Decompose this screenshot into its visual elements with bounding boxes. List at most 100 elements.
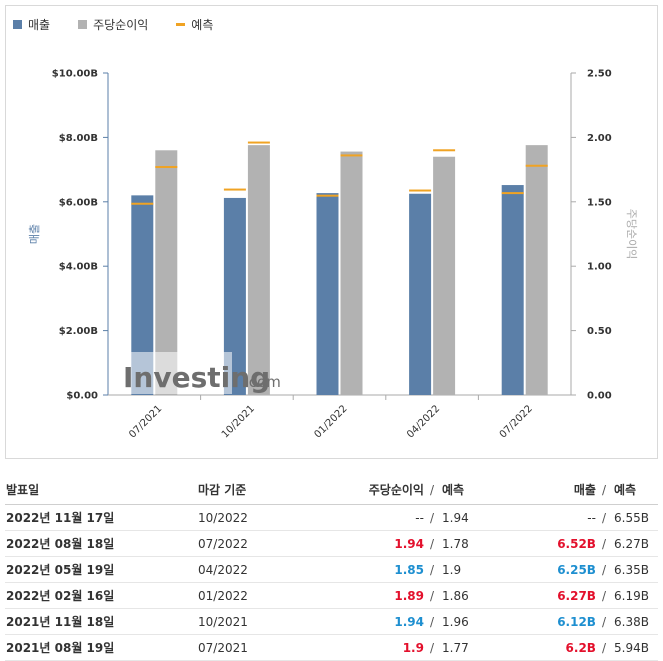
legend-label-forecast: 예측 — [191, 17, 214, 32]
table-body: 2022년 11월 17일 10/2022 --/1.94 --/6.55B 2022년… — [5, 504, 658, 661]
legend-label-eps: 주당순이익 — [93, 17, 149, 32]
revenue-swatch-icon — [13, 19, 22, 29]
right-axis-title: 주당순이익 — [625, 209, 638, 260]
row-eps-sep: / — [429, 588, 434, 603]
row-eps-forecast: 1.9 — [441, 556, 493, 583]
row-revenue-sep: / — [601, 614, 606, 629]
left-tick-label: $8.00B — [59, 133, 98, 144]
investing-watermark: Investing.com — [123, 352, 281, 394]
revenue-forecast-mark — [223, 188, 246, 191]
row-eps-forecast: 1.78 — [441, 530, 493, 557]
row-revenue-cell: 6.25B / — [493, 556, 613, 583]
eps-forecast-mark — [433, 149, 456, 152]
revenue-bar — [223, 197, 246, 395]
row-eps-cell: 1.85 / — [319, 556, 441, 583]
watermark-backdrop — [124, 352, 232, 394]
left-tick-label: $4.00B — [59, 262, 98, 273]
earnings-chart-panel: 매출 주당순이익 예측 $0.00 $2.00B $4.00B $6.00B $8.00… — [5, 5, 658, 459]
header-period[interactable]: 마감 기준 — [197, 474, 319, 505]
row-eps-sep: / — [429, 614, 434, 629]
row-revenue-forecast: 6.35B — [613, 556, 658, 583]
row-eps-forecast: 1.96 — [441, 608, 493, 635]
row-revenue-cell: 6.12B / — [493, 608, 613, 635]
row-period: 10/2021 — [197, 608, 319, 635]
table-row: 2022년 11월 17일 10/2022 -- / 1.94 -- / 6.55B — [5, 504, 658, 531]
revenue-bar — [501, 185, 524, 395]
row-revenue-forecast: 6.55B — [613, 504, 658, 531]
watermark-brand: Investing — [123, 361, 270, 394]
legend-item-forecast[interactable]: 예측 — [176, 16, 213, 33]
x-tick-label: 07/2022 — [498, 403, 535, 440]
row-period: 01/2022 — [197, 582, 319, 609]
row-revenue-actual: 6.25B — [557, 562, 596, 577]
revenue-forecast-mark — [316, 194, 339, 197]
row-revenue-actual: 6.12B — [557, 614, 596, 629]
row-date: 2022년 08월 18일 — [5, 530, 197, 557]
legend-item-revenue[interactable]: 매출 — [13, 16, 50, 33]
eps-bar — [247, 145, 270, 395]
eps-forecast-mark — [525, 164, 548, 167]
row-period: 07/2022 — [197, 530, 319, 557]
header-eps-sep: / — [429, 482, 434, 497]
left-tick-label: $6.00B — [59, 197, 98, 208]
revenue-bar — [409, 193, 432, 395]
row-revenue-actual: -- — [587, 510, 596, 525]
right-tick-label: 2.50 — [587, 69, 612, 80]
row-eps-actual: 1.94 — [394, 536, 424, 551]
left-tick-label: $0.00 — [66, 391, 98, 402]
eps-forecast-mark — [340, 154, 363, 157]
left-tick-label: $10.00B — [52, 69, 98, 80]
header-eps-forecast[interactable]: 예측 — [441, 474, 493, 505]
row-revenue-sep: / — [601, 510, 606, 525]
row-revenue-actual: 6.27B — [557, 588, 596, 603]
header-eps[interactable]: 주당순이익 / — [319, 474, 441, 505]
legend-label-revenue: 매출 — [28, 17, 51, 32]
row-eps-cell: 1.9 / — [319, 634, 441, 661]
row-eps-sep: / — [429, 640, 434, 655]
earnings-table-container: 발표일 마감 기준 주당순이익 / 예측 매출 / 예측 2022년 11월 17일… — [5, 474, 658, 661]
eps-bar — [525, 145, 548, 395]
row-revenue-sep: / — [601, 640, 606, 655]
table-row: 2022년 05월 19일 04/2022 1.85 / 1.9 6.25B / 6.35B — [5, 556, 658, 583]
row-eps-sep: / — [429, 562, 434, 577]
table-row: 2022년 08월 18일 07/2022 1.94 / 1.78 6.52B / 6.27B — [5, 530, 658, 557]
row-revenue-sep: / — [601, 562, 606, 577]
right-tick-label: 1.00 — [587, 262, 612, 273]
row-eps-cell: 1.94 / — [319, 608, 441, 635]
eps-bar — [433, 156, 456, 395]
right-tick-label: 2.00 — [587, 133, 612, 144]
right-tick-label: 0.50 — [587, 326, 612, 337]
row-eps-actual: -- — [415, 510, 424, 525]
row-eps-cell: 1.94 / — [319, 530, 441, 557]
row-revenue-actual: 6.2B — [565, 640, 596, 655]
revenue-bar — [131, 195, 154, 395]
header-revenue[interactable]: 매출 / — [493, 474, 613, 505]
row-period: 07/2021 — [197, 634, 319, 661]
row-revenue-forecast: 6.19B — [613, 582, 658, 609]
eps-bar — [340, 151, 363, 395]
x-tick-label: 10/2021 — [220, 403, 257, 440]
table-header-row: 발표일 마감 기준 주당순이익 / 예측 매출 / 예측 — [5, 474, 658, 505]
eps-forecast-mark — [155, 166, 178, 169]
right-tick-label: 1.50 — [587, 197, 612, 208]
row-eps-sep: / — [429, 536, 434, 551]
revenue-forecast-mark — [501, 192, 524, 195]
row-revenue-cell: 6.2B / — [493, 634, 613, 661]
x-tick-label: 04/2022 — [405, 403, 442, 440]
header-eps-label: 주당순이익 — [368, 482, 424, 497]
eps-forecast-mark — [247, 141, 270, 144]
row-revenue-forecast: 6.38B — [613, 608, 658, 635]
row-revenue-cell: 6.52B / — [493, 530, 613, 557]
header-date[interactable]: 발표일 — [5, 474, 197, 505]
legend-item-eps[interactable]: 주당순이익 — [78, 16, 148, 33]
row-revenue-actual: 6.52B — [557, 536, 596, 551]
row-eps-actual: 1.94 — [394, 614, 424, 629]
header-revenue-forecast[interactable]: 예측 — [613, 474, 658, 505]
row-revenue-cell: -- / — [493, 504, 613, 531]
eps-bar — [155, 150, 178, 395]
row-period: 10/2022 — [197, 504, 319, 531]
forecast-swatch-icon — [176, 22, 186, 26]
row-revenue-forecast: 6.27B — [613, 530, 658, 557]
row-revenue-cell: 6.27B / — [493, 582, 613, 609]
left-tick-label: $2.00B — [59, 326, 98, 337]
